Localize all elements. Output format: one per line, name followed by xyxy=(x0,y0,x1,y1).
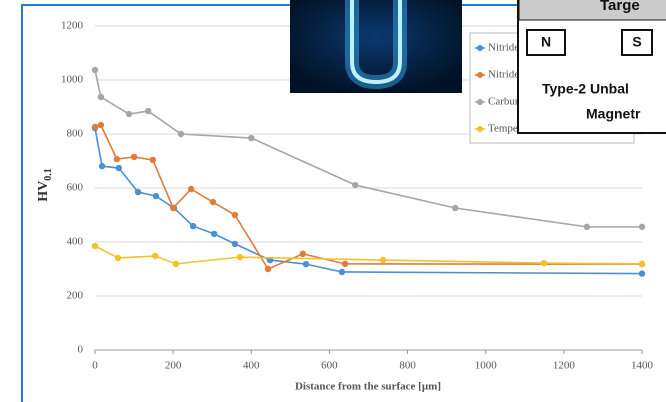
data-point xyxy=(541,260,547,266)
data-point xyxy=(232,241,238,247)
data-point xyxy=(92,124,98,130)
data-point xyxy=(303,261,309,267)
y-tick-label: 400 xyxy=(67,236,84,248)
data-point xyxy=(116,165,122,171)
legend-swatch xyxy=(477,126,483,132)
data-point xyxy=(265,266,271,272)
data-point xyxy=(210,199,216,205)
y-tick-label: 1200 xyxy=(61,20,84,32)
data-point xyxy=(188,186,194,192)
pole-n: N xyxy=(541,34,551,50)
x-tick-label: 0 xyxy=(92,360,98,372)
photo-overlay xyxy=(290,0,462,93)
y-label-main: HV xyxy=(36,181,51,202)
data-point xyxy=(99,163,105,169)
data-point xyxy=(152,253,158,259)
data-point xyxy=(131,154,137,160)
caption-line: Magnetr xyxy=(586,106,641,122)
data-point xyxy=(452,205,458,211)
data-point xyxy=(178,131,184,137)
data-point xyxy=(114,156,120,162)
data-point xyxy=(237,254,243,260)
legend-swatch xyxy=(477,45,483,51)
page: {"chart_data": {"type": "line", "x_label… xyxy=(0,0,666,402)
data-point xyxy=(92,67,98,73)
data-point xyxy=(211,231,217,237)
pole-s: S xyxy=(632,34,641,50)
x-tick-label: 200 xyxy=(165,360,182,372)
x-tick-label: 1000 xyxy=(475,360,498,372)
data-point xyxy=(584,224,590,230)
target-label: Targe xyxy=(600,0,640,14)
x-tick-label: 400 xyxy=(243,360,260,372)
data-point xyxy=(126,111,132,117)
x-tick-label: 1400 xyxy=(631,360,654,372)
x-tick-label: 600 xyxy=(321,360,338,372)
data-point xyxy=(98,94,104,100)
caption-line: Type-2 Unbal xyxy=(542,81,629,97)
data-point xyxy=(135,189,141,195)
data-point xyxy=(352,182,358,188)
data-point xyxy=(639,270,645,276)
data-point xyxy=(300,251,306,257)
y-tick-label: 200 xyxy=(67,290,84,302)
legend-label: Nitride xyxy=(488,42,519,54)
data-point xyxy=(115,255,121,261)
y-tick-label: 800 xyxy=(67,128,84,140)
x-tick-label: 1200 xyxy=(553,360,576,372)
data-point xyxy=(98,122,104,128)
data-point xyxy=(339,269,345,275)
legend-label: Carbur xyxy=(488,96,519,108)
legend-swatch xyxy=(477,72,483,78)
data-point xyxy=(639,224,645,230)
data-point xyxy=(639,261,645,267)
legend-label: Tempe xyxy=(488,123,518,135)
data-point xyxy=(380,257,386,263)
data-point xyxy=(173,261,179,267)
x-tick-label: 800 xyxy=(399,360,416,372)
data-point xyxy=(190,223,196,229)
data-point xyxy=(150,157,156,163)
data-point xyxy=(232,212,238,218)
data-point xyxy=(170,205,176,211)
x-axis-label: Distance from the surface [µm] xyxy=(295,381,441,393)
y-tick-label: 1000 xyxy=(61,74,84,86)
data-point xyxy=(92,243,98,249)
legend-swatch xyxy=(477,99,483,105)
data-point xyxy=(342,261,348,267)
y-tick-label: 0 xyxy=(78,344,84,356)
y-label-sub: 0.1 xyxy=(43,168,54,181)
data-point xyxy=(248,135,254,141)
data-point xyxy=(145,108,151,114)
diagram-overlay: Targe N S Type-2 Unbal Magnetr xyxy=(518,0,666,133)
y-tick-label: 600 xyxy=(67,182,84,194)
chart: 0 200 400 600 800 1000 1200 0 200 400 600 800 1000 12… xyxy=(0,0,666,402)
data-point xyxy=(153,193,159,199)
legend-label: Nitride xyxy=(488,69,519,81)
